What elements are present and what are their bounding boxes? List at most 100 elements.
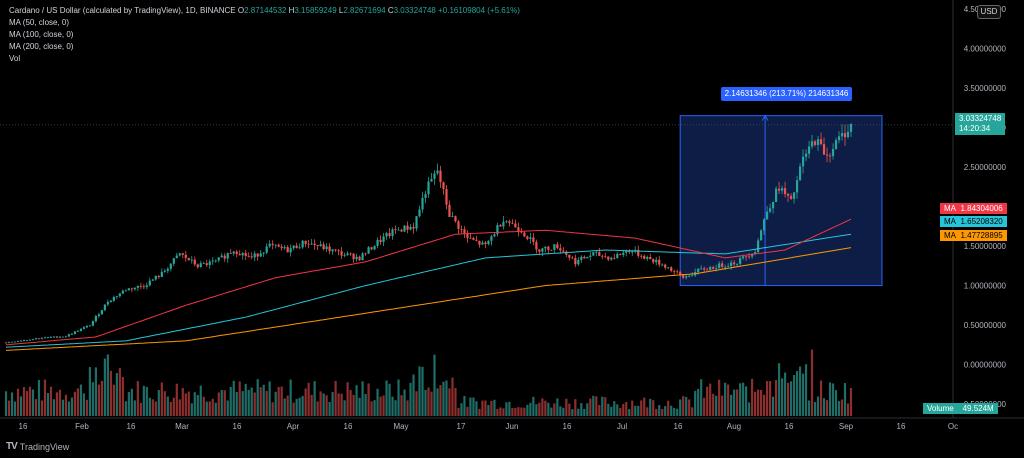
volume-bar <box>145 386 148 416</box>
currency-button[interactable]: USD <box>977 5 1001 19</box>
candle <box>655 259 658 263</box>
indicator-ma200-label[interactable]: MA (200, close, 0) <box>9 42 74 51</box>
candle <box>499 225 502 227</box>
volume-bar <box>451 377 454 416</box>
candle <box>43 337 47 339</box>
volume-bar <box>454 388 457 416</box>
candle <box>771 201 775 209</box>
candle <box>819 139 823 145</box>
candle <box>493 234 496 237</box>
candle <box>346 253 349 256</box>
candle <box>652 258 655 263</box>
candle <box>163 270 166 272</box>
ma100-tag: MA 1.65208320 <box>940 216 1007 227</box>
candle <box>736 263 739 265</box>
volume-bar <box>469 397 472 416</box>
time-tick-label: 17 <box>457 422 466 431</box>
volume-bar <box>259 387 262 416</box>
volume-bar <box>274 391 277 416</box>
symbol-title[interactable]: Cardano / US Dollar (calculated by Tradi… <box>9 6 236 15</box>
volume-bar <box>283 398 286 416</box>
volume-bar <box>319 391 322 416</box>
volume-bar <box>697 388 700 416</box>
candle <box>843 133 847 138</box>
volume-bar <box>745 386 748 416</box>
indicator-ma100-label[interactable]: MA (100, close, 0) <box>9 30 74 39</box>
volume-bar <box>685 396 688 416</box>
candle <box>229 253 232 254</box>
volume-bar <box>226 400 229 416</box>
volume-bar <box>718 379 721 416</box>
candle <box>786 194 790 196</box>
ma50-tag-value: 1.84304006 <box>960 204 1003 213</box>
candle <box>810 141 814 147</box>
candle <box>88 325 92 327</box>
volume-bar <box>757 389 760 416</box>
candle <box>241 253 244 256</box>
candle <box>727 266 730 267</box>
candle <box>619 254 622 255</box>
candle <box>757 240 760 253</box>
tradingview-logo[interactable]: TV TradingView <box>6 441 69 452</box>
candle <box>463 229 466 234</box>
candle <box>637 249 640 256</box>
volume-bar <box>487 405 490 416</box>
price-tick-label: 2.50000000 <box>964 163 1007 172</box>
volume-bar <box>244 383 247 416</box>
volume-bar <box>100 380 103 416</box>
candle <box>613 257 616 259</box>
candle <box>7 341 11 343</box>
volume-bar <box>792 374 796 416</box>
candle <box>801 156 805 167</box>
volume-bar <box>91 382 94 416</box>
ma50-tag-label: MA <box>944 204 956 213</box>
candle <box>604 256 607 258</box>
volume-bar <box>124 401 127 416</box>
volume-bar <box>771 396 775 416</box>
volume-bar <box>565 398 568 416</box>
ma100-line <box>5 233 852 348</box>
indicator-ma50-label[interactable]: MA (50, close, 0) <box>9 18 70 27</box>
candle <box>529 237 532 239</box>
indicator-volume-label[interactable]: Vol <box>9 54 21 63</box>
candle <box>397 229 400 231</box>
candle <box>319 244 322 247</box>
candle <box>379 239 382 242</box>
volume-bar <box>436 388 439 416</box>
candle <box>28 339 32 341</box>
candle <box>448 204 451 217</box>
volume-bar <box>733 389 736 416</box>
candle <box>565 251 568 255</box>
candle <box>768 208 772 212</box>
volume-bar <box>262 384 265 416</box>
candle <box>61 336 65 338</box>
candle <box>265 246 268 253</box>
candle <box>466 233 469 238</box>
volume-bar <box>535 404 538 416</box>
volume-bar <box>316 401 319 416</box>
candle <box>4 342 8 344</box>
volume-bar <box>613 401 616 416</box>
volume-bar <box>598 404 601 416</box>
candle <box>837 136 841 141</box>
volume-bar <box>559 406 562 416</box>
volume-bar <box>106 354 109 416</box>
volume-bar <box>307 382 310 416</box>
volume-bar <box>538 402 541 416</box>
candle <box>670 267 673 271</box>
candle <box>742 256 745 259</box>
candle <box>445 189 448 205</box>
volume-bar <box>49 386 53 416</box>
candle <box>592 252 595 256</box>
volume-bar <box>193 392 196 416</box>
candle <box>484 242 487 245</box>
low-label: L <box>338 6 344 15</box>
ma200-line <box>5 247 852 351</box>
volume-bar <box>529 402 532 416</box>
candle <box>205 263 208 266</box>
candle <box>804 153 808 157</box>
volume-bar <box>616 404 619 416</box>
volume-bar <box>568 403 571 416</box>
candle <box>547 246 550 250</box>
